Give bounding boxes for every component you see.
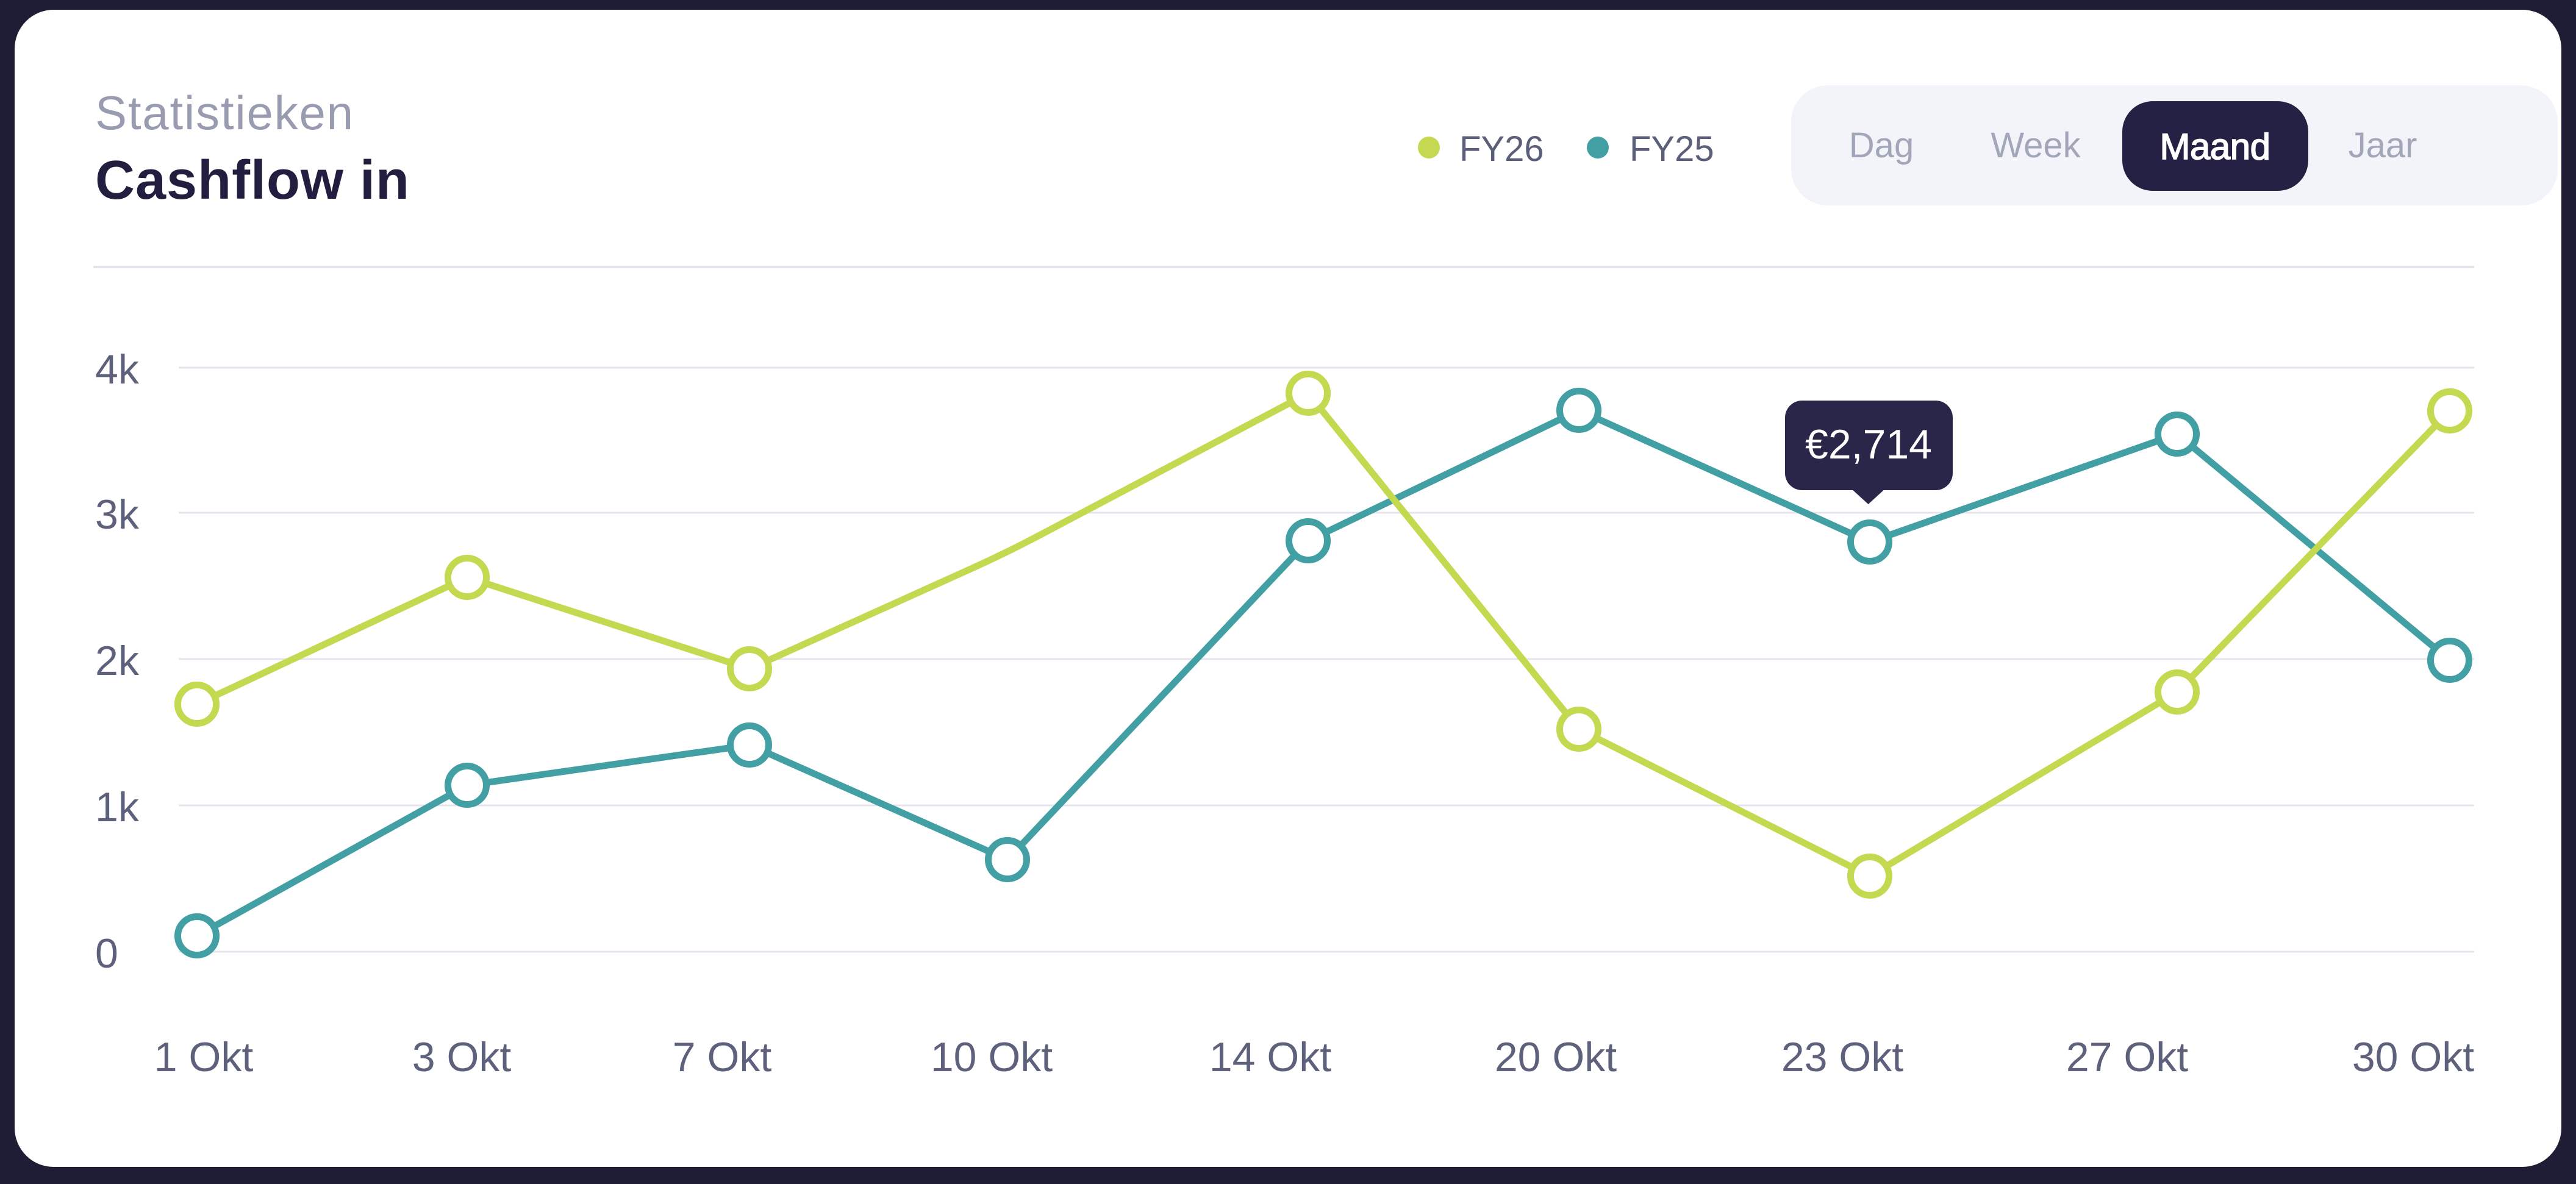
svg-text:27 Okt: 27 Okt bbox=[2066, 1034, 2188, 1080]
svg-text:30 Okt: 30 Okt bbox=[2352, 1034, 2474, 1080]
svg-text:3k: 3k bbox=[95, 491, 140, 538]
svg-text:23 Okt: 23 Okt bbox=[1781, 1034, 1903, 1080]
svg-text:FY26: FY26 bbox=[1459, 129, 1544, 169]
svg-text:7 Okt: 7 Okt bbox=[673, 1034, 772, 1080]
svg-text:Week: Week bbox=[1991, 126, 2081, 165]
svg-text:€2,714: €2,714 bbox=[1805, 421, 1932, 468]
svg-text:1 Okt: 1 Okt bbox=[154, 1034, 254, 1080]
svg-text:14 Okt: 14 Okt bbox=[1209, 1034, 1331, 1080]
svg-text:Maand: Maand bbox=[2160, 126, 2270, 167]
svg-text:1k: 1k bbox=[95, 784, 140, 830]
svg-text:2k: 2k bbox=[95, 638, 140, 684]
svg-text:4k: 4k bbox=[95, 346, 140, 393]
svg-text:10 Okt: 10 Okt bbox=[931, 1034, 1053, 1080]
svg-text:FY25: FY25 bbox=[1630, 129, 1714, 169]
svg-text:Jaar: Jaar bbox=[2349, 126, 2417, 165]
svg-text:Statistieken: Statistieken bbox=[95, 86, 354, 140]
svg-text:Cashflow in: Cashflow in bbox=[95, 150, 410, 211]
svg-text:Dag: Dag bbox=[1849, 126, 1914, 165]
svg-text:0: 0 bbox=[95, 930, 118, 977]
svg-text:20 Okt: 20 Okt bbox=[1495, 1034, 1617, 1080]
svg-text:3 Okt: 3 Okt bbox=[412, 1034, 512, 1080]
